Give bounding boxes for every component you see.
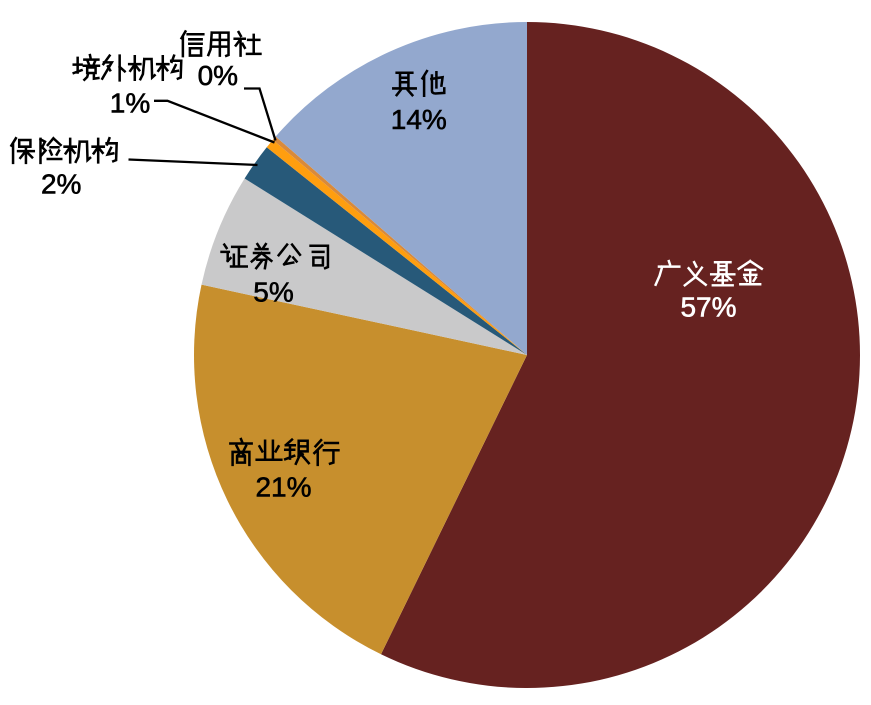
svg-text:21%: 21% <box>255 472 311 503</box>
svg-text:14%: 14% <box>391 104 447 135</box>
svg-text:1%: 1% <box>110 88 150 119</box>
svg-text:0%: 0% <box>198 60 238 91</box>
svg-text:5%: 5% <box>253 277 293 308</box>
svg-text:2%: 2% <box>41 169 81 200</box>
svg-text:57%: 57% <box>680 292 736 323</box>
